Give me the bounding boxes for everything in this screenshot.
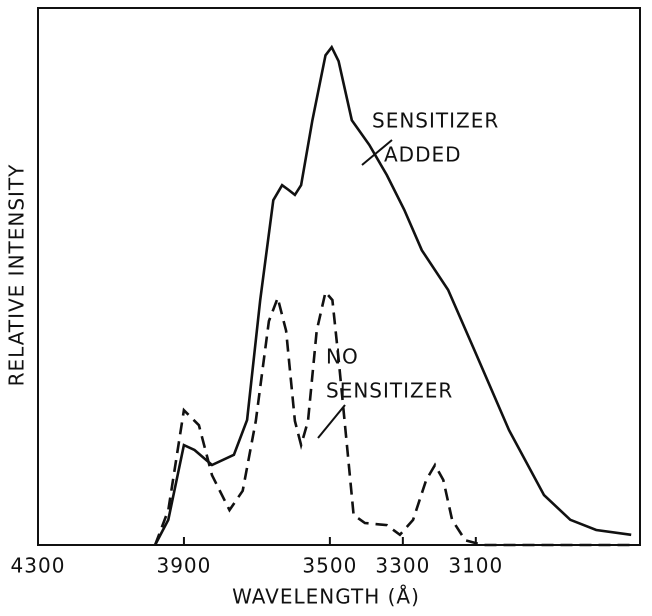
x-tick-label: 3100 <box>448 554 503 578</box>
annotation: ADDED <box>384 143 462 167</box>
y-axis-label: RELATIVE INTENSITY <box>5 164 29 387</box>
series-line <box>153 289 632 547</box>
annotation: SENSITIZER <box>326 379 453 403</box>
x-tick-label: 3300 <box>375 554 430 578</box>
x-tick-label: 4300 <box>11 554 66 578</box>
leader-line <box>361 139 393 166</box>
annotation: NO <box>326 345 359 369</box>
series-line <box>153 44 632 546</box>
leader-line <box>317 404 346 439</box>
annotation: SENSITIZER <box>372 109 499 133</box>
x-tick-label: 3500 <box>302 554 357 578</box>
x-tick-label: 3900 <box>156 554 211 578</box>
x-axis-label: WAVELENGTH (Å) <box>232 585 420 609</box>
frame <box>37 7 641 546</box>
